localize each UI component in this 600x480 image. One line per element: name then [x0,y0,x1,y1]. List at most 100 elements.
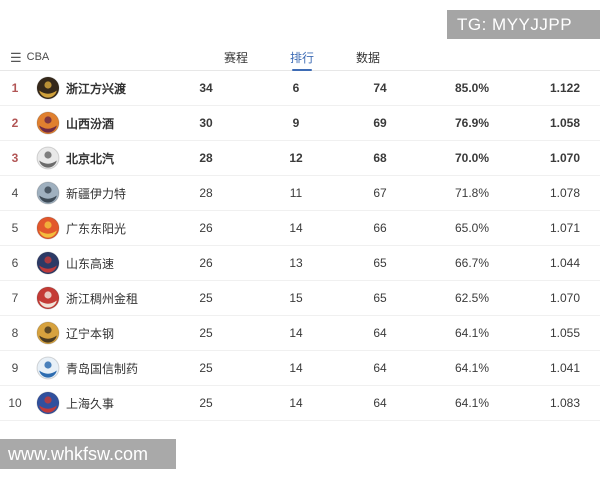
ratio-cell: 1.070 [549,291,581,305]
team-logo-cell [30,251,66,275]
team-logo-cell [30,111,66,135]
losses-cell: 14 [289,396,303,410]
wins-cell: 25 [199,291,213,305]
losses-cell: 14 [289,361,303,375]
team-name: 广东东阳光 [66,221,127,236]
standings-row[interactable]: 7 浙江稠州金租 25 15 65 62.5% 1.070 [0,281,600,316]
telegram-watermark: TG: MYYJJPP [447,10,600,39]
losses-cell: 9 [292,116,300,130]
ratio-cell: 1.078 [549,186,581,200]
site-watermark: www.whkfsw.com [0,439,176,469]
standings-table: 1 浙江方兴渡 34 6 7 4 85.0% 1.122 2 山西汾酒 30 9 6 9 76.9% 1.05… [0,71,600,421]
wins-cell: 28 [199,151,213,165]
rank-cell: 1 [11,81,19,95]
site-watermark-text: www.whkfsw.com [8,443,149,464]
wins-cell: 34 [199,81,213,95]
rank-cell: 3 [11,151,19,165]
ratio-cell: 1.058 [549,116,581,130]
shandong-hi-speed-logo [36,251,60,275]
team-name: 山东高速 [66,256,115,271]
ratio-cell: 1.070 [549,151,581,165]
zhejiang-lions-logo [36,76,60,100]
win-pct-cell: 66.7% [454,256,490,270]
points-cell: 65 [373,256,387,270]
points-cell: 65 [373,291,387,305]
points-cell: 64 [373,396,387,410]
tab-bar: 赛程 排行 数据 [222,44,382,71]
standings-row[interactable]: 9 青岛国信制药 25 14 64 64.1% 1.041 [0,351,600,386]
team-name: 青岛国信制药 [66,361,139,376]
win-pct-cell: 65.0% [454,221,490,235]
rank-cell: 4 [11,186,19,200]
win-pct-cell: 64.1% [454,396,490,410]
wins-cell: 25 [199,326,213,340]
team-logo-cell [30,391,66,415]
team-logo-cell [30,216,66,240]
win-pct-cell: 76.9% [454,116,490,130]
tab-stats[interactable]: 数据 [355,50,380,65]
wins-cell: 25 [199,396,213,410]
points-cell: 67 [373,186,387,200]
standings-row[interactable]: 6 山东高速 26 13 65 66.7% 1.044 [0,246,600,281]
beijing-ducks-logo [36,146,60,170]
team-logo-cell [30,146,66,170]
win-pct-cell: 85.0% [454,81,490,95]
telegram-watermark-text: TG: MYYJJPP [457,14,573,34]
standings-row[interactable]: 5 广东东阳光 26 14 66 65.0% 1.071 [0,211,600,246]
win-pct-cell: 71.8% [454,186,490,200]
rank-cell: 9 [11,361,19,375]
win-pct-cell: 64.1% [454,361,490,375]
win-pct-cell: 70.0% [454,151,490,165]
standings-row[interactable]: 3 北京北汽 28 12 68 70.0% 1.070 [0,141,600,176]
ratio-cell: 1.041 [549,361,581,375]
team-logo-cell [30,356,66,380]
shanxi-loongs-logo [36,111,60,135]
standings-row[interactable]: 2 山西汾酒 30 9 69 76.9% 1.058 [0,106,600,141]
standings-row[interactable]: 8 辽宁本钢 25 14 64 64.1% 1.055 [0,316,600,351]
ratio-cell: 1.044 [549,256,581,270]
standings-row[interactable]: 4 新疆伊力特 28 11 67 71.8% 1.078 [0,176,600,211]
wins-cell: 26 [199,221,213,235]
team-name: 北京北汽 [66,151,115,166]
liaoning-flying-leopards-logo [36,321,60,345]
app-brand: ☰ CBA [10,44,49,70]
team-name: 新疆伊力特 [66,186,127,201]
ratio-cell: 1.122 [549,81,581,95]
losses-cell: 15 [289,291,303,305]
win-pct-cell: 62.5% [454,291,490,305]
rank-cell: 2 [11,116,19,130]
wins-cell: 30 [199,116,213,130]
wins-cell: 26 [199,256,213,270]
points-cell: 64 [373,361,387,375]
points-cell: 66 [373,221,387,235]
rank-cell: 5 [11,221,19,235]
guangdong-southern-tigers-logo [36,216,60,240]
team-name: 山西汾酒 [66,116,115,131]
ratio-cell: 1.055 [549,326,581,340]
hamburger-icon[interactable]: ☰ [10,49,22,65]
losses-cell: 11 [289,186,303,200]
points-cell: 64 [373,326,387,340]
rank-cell: 10 [8,396,22,410]
team-logo-cell [30,286,66,310]
team-name: 上海久事 [66,396,115,411]
shanghai-sharks-logo [36,391,60,415]
app-bar: ☰ CBA 赛程 排行 数据 [0,44,600,71]
team-logo-cell [30,76,66,100]
qingdao-eagles-logo [36,356,60,380]
standings-row[interactable]: 10 上海久事 25 14 64 64.1% 1.083 [0,386,600,421]
tab-rankings[interactable]: 排行 [288,44,316,70]
points-cell: 74 [373,81,387,95]
rank-cell: 6 [11,256,19,270]
win-pct-cell: 64.1% [454,326,490,340]
losses-cell: 12 [289,151,303,165]
team-name: 浙江方兴渡 [66,81,127,96]
rank-cell: 8 [11,326,19,340]
tab-schedule[interactable]: 赛程 [224,50,249,65]
team-logo-cell [30,181,66,205]
zhejiang-golden-bulls-logo [36,286,60,310]
standings-row[interactable]: 1 浙江方兴渡 34 6 74 85.0% 1.122 [0,71,600,106]
losses-cell: 14 [289,221,303,235]
rank-cell: 7 [11,291,19,305]
